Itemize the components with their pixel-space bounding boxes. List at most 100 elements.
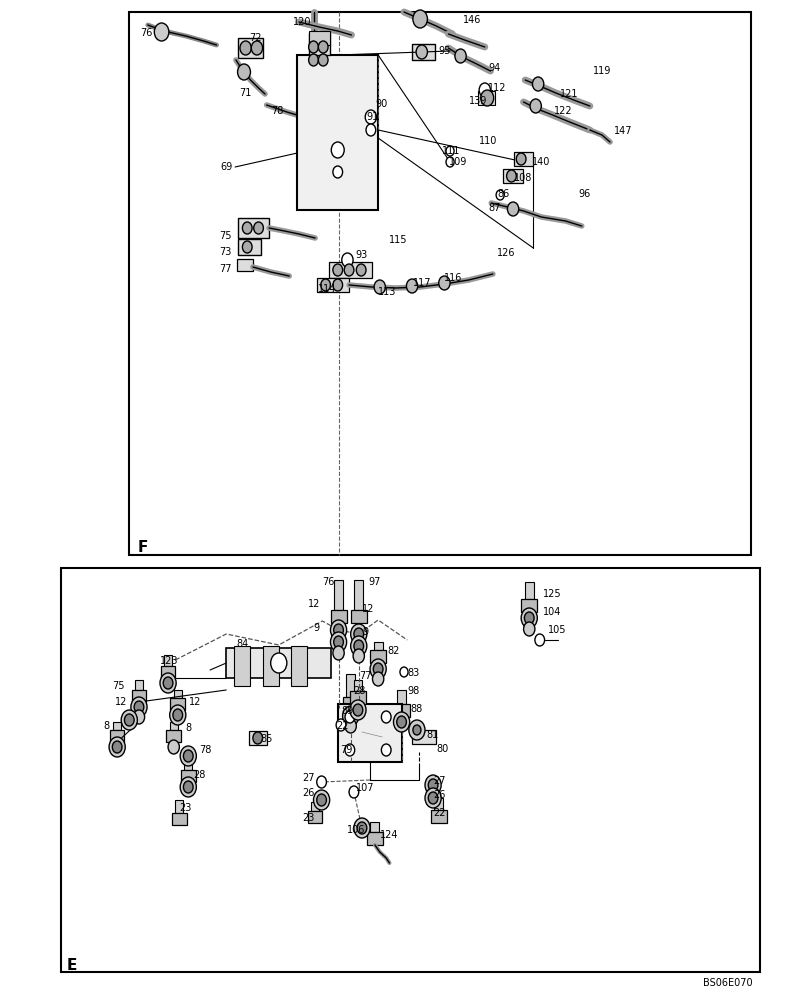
Circle shape bbox=[535, 634, 545, 646]
Circle shape bbox=[343, 706, 359, 726]
Circle shape bbox=[351, 636, 367, 656]
Bar bbox=[184, 760, 192, 770]
Circle shape bbox=[349, 786, 359, 798]
Text: 22: 22 bbox=[433, 808, 445, 818]
Text: 77: 77 bbox=[360, 671, 372, 681]
Text: 96: 96 bbox=[579, 189, 591, 199]
Bar bbox=[166, 730, 181, 742]
Text: 12: 12 bbox=[362, 604, 374, 614]
Bar bbox=[329, 262, 372, 278]
Text: 75: 75 bbox=[220, 231, 232, 241]
Bar bbox=[412, 44, 435, 60]
Circle shape bbox=[331, 142, 344, 158]
Text: 105: 105 bbox=[548, 625, 566, 635]
Circle shape bbox=[317, 776, 326, 788]
Text: 28: 28 bbox=[193, 770, 205, 780]
Circle shape bbox=[416, 45, 427, 59]
Text: 22: 22 bbox=[336, 721, 348, 731]
Bar bbox=[237, 259, 253, 271]
Text: 8: 8 bbox=[103, 721, 110, 731]
Circle shape bbox=[413, 10, 427, 28]
Circle shape bbox=[333, 264, 343, 276]
Bar bbox=[370, 822, 380, 832]
Circle shape bbox=[330, 620, 347, 640]
Circle shape bbox=[373, 663, 383, 675]
Text: 139: 139 bbox=[469, 96, 488, 106]
Bar bbox=[525, 582, 534, 599]
Circle shape bbox=[254, 222, 263, 234]
Circle shape bbox=[242, 241, 252, 253]
Circle shape bbox=[154, 23, 169, 41]
Circle shape bbox=[428, 779, 438, 791]
Circle shape bbox=[345, 711, 355, 723]
Text: 27: 27 bbox=[303, 773, 315, 783]
Bar bbox=[354, 580, 364, 610]
Text: 8: 8 bbox=[185, 723, 191, 733]
Circle shape bbox=[479, 83, 490, 97]
Circle shape bbox=[314, 790, 330, 810]
Bar bbox=[330, 610, 347, 623]
Circle shape bbox=[496, 190, 504, 200]
Circle shape bbox=[354, 640, 364, 652]
Bar bbox=[297, 55, 378, 210]
Text: 121: 121 bbox=[560, 89, 579, 99]
Circle shape bbox=[372, 672, 384, 686]
Bar bbox=[135, 680, 143, 690]
Text: 28: 28 bbox=[353, 686, 365, 696]
Text: 124: 124 bbox=[380, 830, 398, 840]
Text: 9: 9 bbox=[314, 623, 320, 633]
Circle shape bbox=[354, 818, 370, 838]
Text: 95: 95 bbox=[439, 46, 451, 56]
Bar bbox=[393, 704, 410, 717]
Text: 72: 72 bbox=[249, 33, 261, 43]
Circle shape bbox=[524, 612, 534, 624]
Bar bbox=[350, 691, 366, 704]
Circle shape bbox=[357, 822, 367, 834]
Text: 112: 112 bbox=[488, 83, 507, 93]
Text: E: E bbox=[66, 958, 77, 974]
Circle shape bbox=[353, 649, 364, 663]
Text: 78: 78 bbox=[199, 745, 211, 755]
Text: 114: 114 bbox=[318, 284, 337, 294]
Bar bbox=[435, 798, 444, 810]
Text: 12: 12 bbox=[189, 697, 201, 707]
Bar bbox=[311, 802, 319, 811]
Circle shape bbox=[365, 110, 377, 124]
Circle shape bbox=[374, 280, 385, 294]
Text: 98: 98 bbox=[407, 686, 419, 696]
Circle shape bbox=[342, 253, 353, 267]
Circle shape bbox=[351, 624, 367, 644]
Circle shape bbox=[333, 279, 343, 291]
Text: 85: 85 bbox=[260, 734, 272, 744]
Bar bbox=[343, 697, 359, 710]
Text: 84: 84 bbox=[237, 639, 249, 649]
Circle shape bbox=[532, 77, 544, 91]
Circle shape bbox=[333, 166, 343, 178]
Text: BS06E070: BS06E070 bbox=[703, 978, 752, 988]
Circle shape bbox=[134, 701, 144, 713]
Circle shape bbox=[121, 710, 137, 730]
Text: 23: 23 bbox=[179, 803, 191, 813]
Circle shape bbox=[131, 697, 147, 717]
Circle shape bbox=[160, 673, 176, 693]
Text: 94: 94 bbox=[488, 63, 500, 73]
Text: 76: 76 bbox=[141, 28, 153, 38]
Text: 26: 26 bbox=[433, 790, 445, 800]
Text: 122: 122 bbox=[554, 106, 573, 116]
Circle shape bbox=[381, 711, 391, 723]
Text: 77: 77 bbox=[220, 264, 232, 274]
Circle shape bbox=[112, 741, 122, 753]
Circle shape bbox=[400, 667, 408, 677]
Text: 76: 76 bbox=[322, 577, 335, 587]
Circle shape bbox=[309, 41, 318, 53]
Text: 71: 71 bbox=[239, 88, 251, 98]
Bar bbox=[263, 646, 279, 686]
Circle shape bbox=[370, 659, 386, 679]
Circle shape bbox=[183, 750, 193, 762]
Circle shape bbox=[345, 719, 356, 733]
Bar bbox=[398, 690, 406, 704]
Circle shape bbox=[428, 792, 438, 804]
Text: 69: 69 bbox=[221, 162, 233, 172]
Circle shape bbox=[318, 41, 328, 53]
Text: 108: 108 bbox=[514, 173, 532, 183]
